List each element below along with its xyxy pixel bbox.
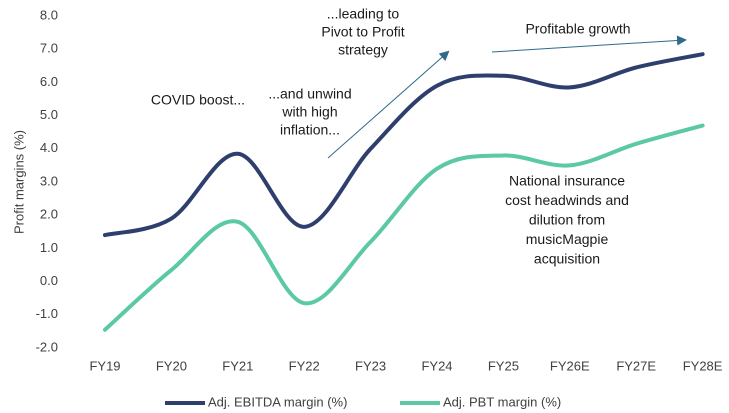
annotation: acquisition [534, 251, 600, 267]
x-tick-label: FY23 [355, 358, 386, 373]
x-tick-label: FY27E [616, 358, 656, 373]
annotation: musicMagpie [526, 231, 609, 247]
annotation: National insurance [509, 173, 625, 189]
series-line [103, 52, 705, 238]
annotation: COVID boost... [151, 92, 245, 108]
x-tick-label: FY25 [488, 358, 519, 373]
y-tick-label: 3.0 [40, 173, 58, 188]
y-tick-label: 2.0 [40, 207, 58, 222]
y-tick-label: 1.0 [40, 240, 58, 255]
y-tick-label: 0.0 [40, 273, 58, 288]
annotation: with high [281, 104, 337, 120]
x-tick-label: FY19 [89, 358, 120, 373]
annotation: Profitable growth [525, 21, 630, 37]
legend-label: Adj. EBITDA margin (%) [208, 394, 347, 409]
y-axis-label: Profit margins (%) [11, 130, 26, 234]
x-tick-label: FY28E [683, 358, 723, 373]
annotation: strategy [338, 42, 388, 58]
annotation: ...and unwind [268, 86, 351, 102]
legend-label: Adj. PBT margin (%) [443, 394, 561, 409]
annotation: inflation... [280, 122, 340, 138]
x-tick-label: FY24 [421, 358, 452, 373]
y-tick-label: 8.0 [40, 7, 58, 22]
x-tick-label: FY22 [289, 358, 320, 373]
y-tick-label: 6.0 [40, 74, 58, 89]
y-tick-label: 7.0 [40, 41, 58, 56]
annotation: ...leading to [327, 6, 400, 22]
annotation: dilution from [529, 212, 605, 228]
annotation: cost headwinds and [505, 192, 629, 208]
series-line [103, 123, 705, 332]
y-tick-label: -1.0 [36, 306, 58, 321]
y-tick-label: -2.0 [36, 339, 58, 354]
x-tick-label: FY20 [156, 358, 187, 373]
arrow [327, 50, 450, 159]
annotation: Pivot to Profit [321, 24, 404, 40]
x-tick-label: FY21 [222, 358, 253, 373]
x-tick-label: FY26E [550, 358, 590, 373]
y-tick-label: 4.0 [40, 140, 58, 155]
arrow [491, 35, 687, 53]
y-tick-label: 5.0 [40, 107, 58, 122]
